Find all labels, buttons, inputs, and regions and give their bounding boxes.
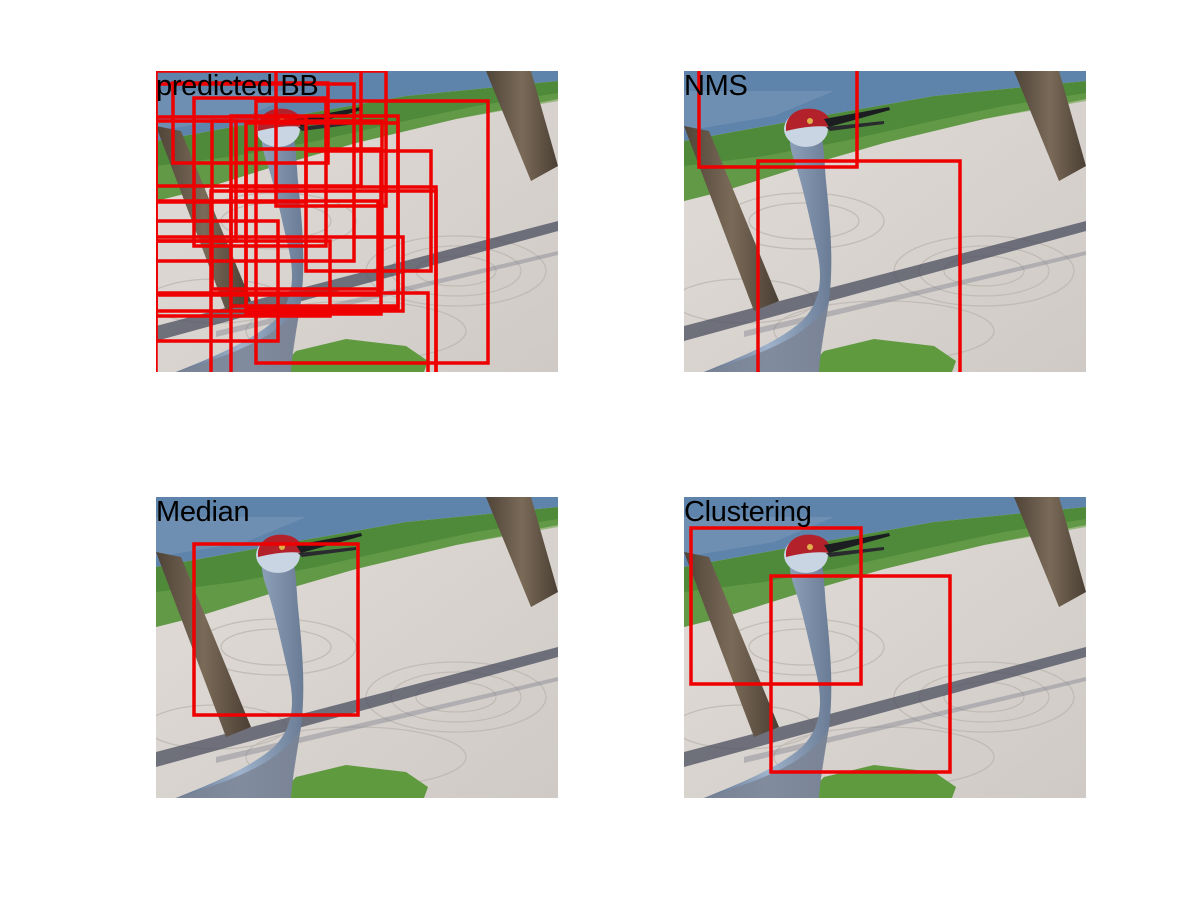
bbox bbox=[274, 71, 388, 208]
bbox bbox=[156, 291, 430, 372]
bbox bbox=[689, 526, 863, 686]
bbox bbox=[244, 147, 383, 316]
bbox bbox=[304, 149, 433, 273]
panel-title: predicted BB bbox=[156, 71, 319, 102]
panel-title: Clustering bbox=[684, 497, 812, 528]
panel-title: Median bbox=[156, 497, 250, 528]
bbox bbox=[697, 71, 859, 169]
panel-clustering: Clustering bbox=[684, 497, 1086, 798]
bbox bbox=[756, 159, 962, 372]
bbox bbox=[156, 199, 380, 297]
bounding-boxes-layer bbox=[192, 542, 360, 717]
bbox bbox=[156, 239, 332, 318]
bbox bbox=[192, 542, 360, 717]
bbox bbox=[769, 574, 952, 774]
bbox bbox=[192, 96, 328, 248]
bbox bbox=[229, 185, 438, 372]
panel-title: NMS bbox=[684, 71, 748, 102]
bounding-boxes-layer bbox=[156, 71, 490, 372]
panel-predicted-bb: predicted BB bbox=[156, 71, 558, 372]
bounding-boxes-layer bbox=[689, 526, 952, 774]
bounding-boxes-layer bbox=[697, 71, 962, 372]
panel-nms: NMS bbox=[684, 71, 1086, 372]
bbox bbox=[156, 219, 280, 343]
bbox bbox=[209, 189, 438, 372]
panel-median: Median bbox=[156, 497, 558, 798]
bbox bbox=[254, 99, 490, 365]
bbox bbox=[156, 119, 238, 243]
